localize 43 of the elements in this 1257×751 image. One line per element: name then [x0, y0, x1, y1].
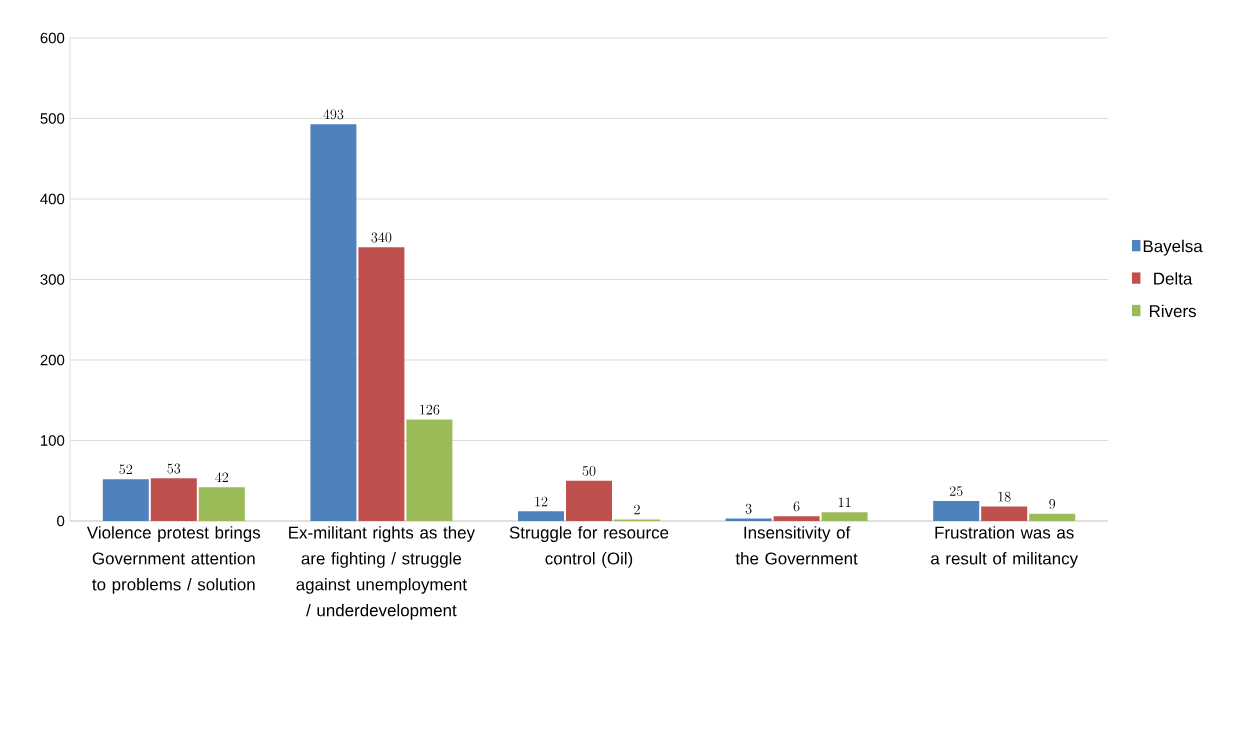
bar	[1029, 513, 1076, 521]
y-tick-label: 200	[40, 354, 65, 366]
data-label: 493	[323, 109, 344, 120]
y-tick-label: 100	[41, 435, 65, 446]
bar	[981, 506, 1028, 521]
legend-label: Rivers	[1149, 304, 1196, 318]
data-label: 9	[1049, 499, 1056, 509]
legend-label: Delta	[1154, 272, 1193, 285]
bar	[198, 487, 245, 521]
data-label: 12	[535, 496, 548, 507]
y-tick-label: 600	[40, 32, 65, 44]
legend-label: Bayelsa	[1143, 239, 1203, 256]
y-tick-label: 300	[40, 274, 65, 285]
x-tick-label: Ex-militant rights as they are fighting / struggle against unemployment / underdevelopment	[289, 526, 475, 620]
bar	[821, 512, 868, 521]
data-label: 11	[838, 497, 851, 507]
x-tick-label: Frustration was as a result of militancy	[931, 526, 1079, 568]
data-label: 3	[745, 503, 752, 514]
data-label: 126	[420, 404, 440, 415]
y-tick-label: 400	[40, 193, 65, 205]
data-label: 52	[119, 464, 133, 475]
data-label: 2	[634, 504, 640, 515]
data-label: 340	[371, 232, 392, 243]
y-tick-label: 500	[40, 113, 65, 124]
data-label: 50	[582, 466, 596, 476]
x-tick-label: Insensitivity of the Government	[735, 526, 858, 565]
x-tick-label: Struggle for resource control (Oil)	[509, 526, 669, 568]
y-tick-label: 0	[57, 515, 65, 527]
data-label: 25	[949, 486, 963, 496]
bar	[518, 511, 564, 521]
bar	[310, 124, 357, 521]
bar	[773, 516, 820, 521]
bar	[933, 500, 980, 521]
data-label: 42	[215, 472, 229, 483]
x-tick-label: Violence protest brings Government attention to problems / solution	[86, 526, 261, 594]
data-label: 18	[998, 491, 1011, 502]
bar	[358, 247, 405, 521]
bar	[150, 478, 197, 521]
bar	[406, 419, 453, 521]
bar	[566, 480, 612, 521]
bar	[102, 479, 149, 521]
data-label: 6	[793, 501, 800, 512]
data-label: 53	[167, 463, 181, 474]
